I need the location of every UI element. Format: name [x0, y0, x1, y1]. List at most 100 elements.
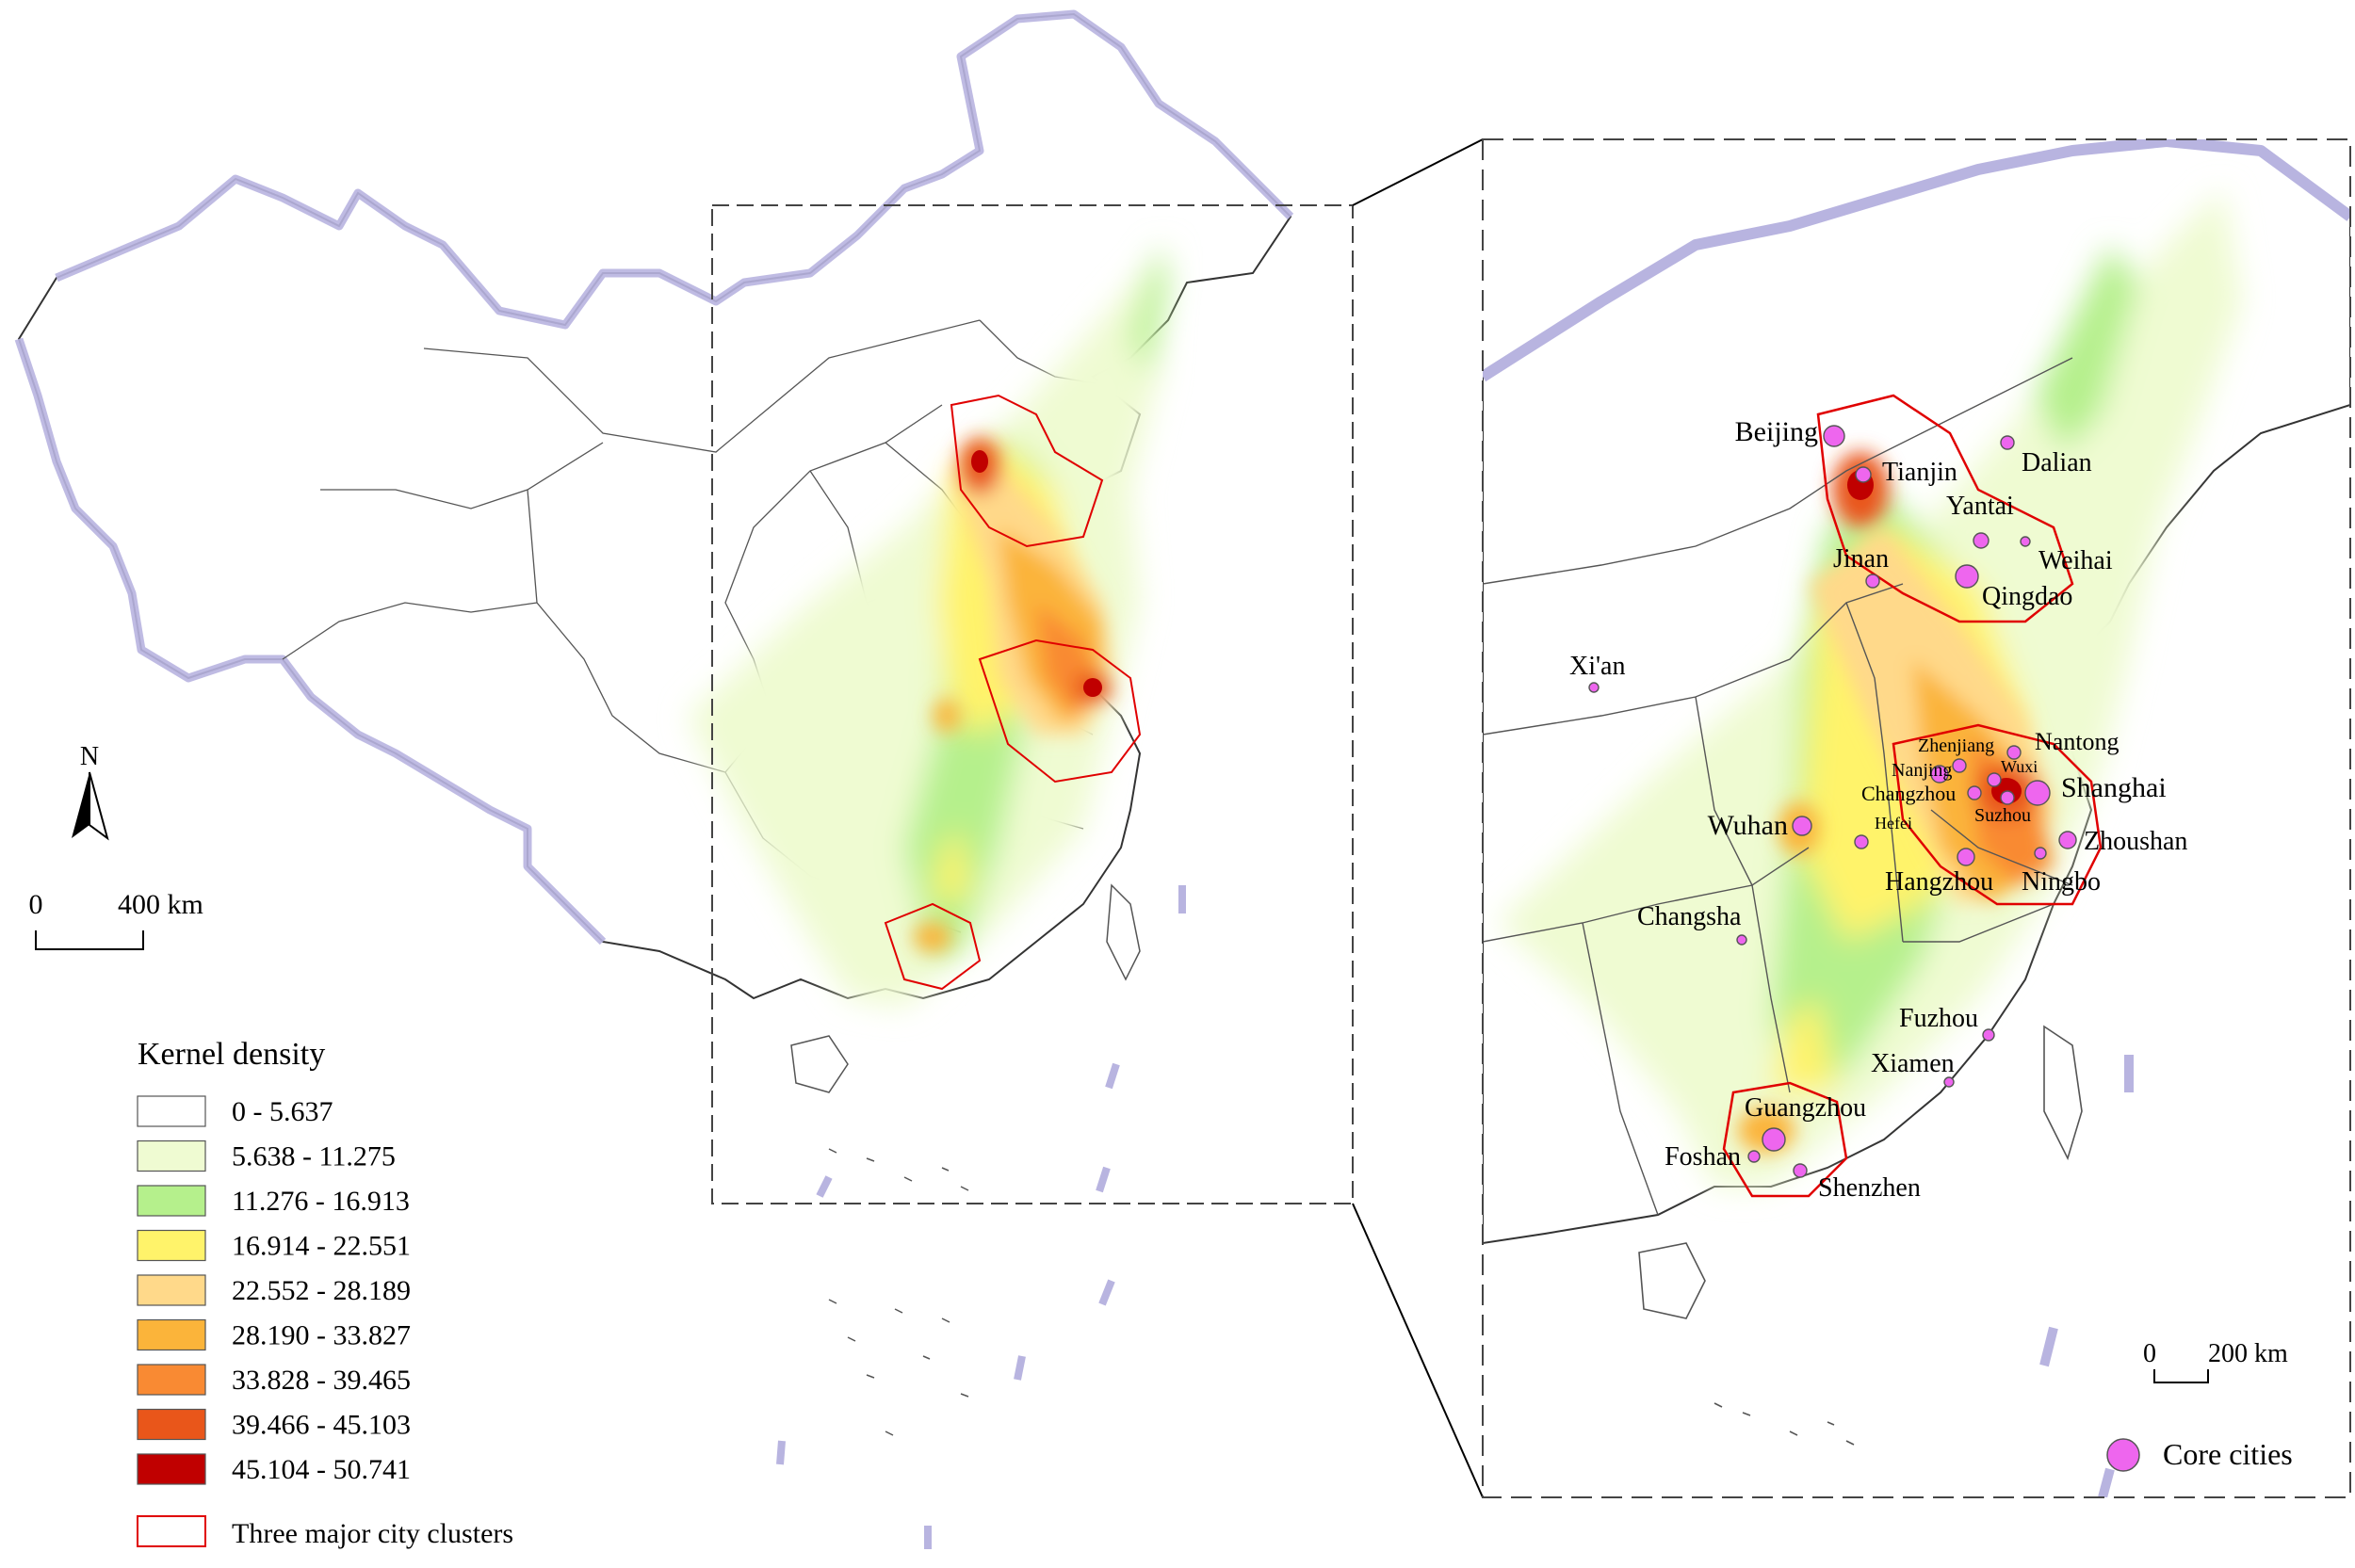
inset-map	[1483, 139, 2350, 1497]
legend-class-label: 39.466 - 45.103	[232, 1410, 411, 1441]
density-band-class4-south	[933, 829, 970, 904]
border-highlight	[55, 9, 1294, 330]
city-marker-foshan	[1747, 1150, 1761, 1163]
legend-swatch	[137, 1453, 206, 1485]
connector-top	[1352, 138, 1484, 206]
legend-title: Kernel density	[138, 1037, 325, 1072]
north-arrow-icon	[72, 772, 89, 838]
main-map	[14, 9, 1294, 1549]
city-label-wuxi: Wuxi	[2001, 757, 2038, 776]
inset-scale-bar: 0 200 km	[2143, 1339, 2288, 1383]
city-label-xian: Xi'an	[1569, 652, 1625, 681]
city-marker-changsha	[1736, 934, 1747, 946]
city-label-nanjing: Nanjing	[1892, 760, 1952, 781]
city-label-foshan: Foshan	[1665, 1142, 1741, 1172]
inset-scale-distance: 200 km	[2208, 1339, 2288, 1368]
city-label-hefei: Hefei	[1875, 814, 1912, 832]
city-marker-shanghai	[2024, 780, 2051, 806]
inset-density-class4-south	[1771, 998, 1837, 1092]
north-arrow: N	[72, 742, 109, 841]
legend-swatch	[137, 1140, 206, 1172]
city-marker-weihai	[2020, 536, 2031, 547]
city-marker-zhenjiang	[1952, 758, 1967, 773]
city-label-hangzhou: Hangzhou	[1885, 867, 1993, 897]
islands	[790, 883, 1141, 1436]
city-label-shenzhen: Shenzhen	[1818, 1173, 1921, 1203]
legend-swatch	[137, 1095, 206, 1127]
inset-province-borders	[1483, 357, 2073, 1216]
legend-class-label: 0 - 5.637	[232, 1096, 333, 1127]
city-label-changsha: Changsha	[1637, 902, 1742, 931]
city-label-shanghai: Shanghai	[2061, 772, 2167, 803]
city-label-suzhou: Suzhou	[1974, 805, 2031, 826]
inset-south-sea-dashes	[2039, 1055, 2134, 1497]
core-cities-legend-symbol	[2106, 1438, 2140, 1472]
legend-class-label: 22.552 - 28.189	[232, 1275, 411, 1306]
city-label-weihai: Weihai	[2038, 546, 2113, 575]
city-marker-yantai	[1973, 532, 1990, 549]
city-label-xiamen: Xiamen	[1871, 1049, 1955, 1078]
city-marker-jinan	[1865, 574, 1880, 589]
city-marker-hefei	[1854, 834, 1869, 849]
city-marker-guangzhou	[1762, 1127, 1786, 1152]
legend-class-label: 5.638 - 11.275	[232, 1141, 396, 1172]
city-marker-xian	[1588, 682, 1600, 693]
density-surface	[688, 245, 1168, 1008]
density-peak-beijing	[971, 450, 988, 473]
legend-swatch	[137, 1185, 206, 1217]
density-band-class6-wuhan	[934, 699, 960, 733]
density-peak-shanghai	[1083, 678, 1102, 697]
city-marker-changzhou	[1967, 785, 1982, 800]
city-marker-fuzhou	[1982, 1028, 1995, 1042]
inset-extent-box	[711, 204, 1354, 1204]
legend-class-label: 11.276 - 16.913	[232, 1186, 410, 1217]
city-marker-nantong	[2006, 745, 2022, 760]
core-cities-legend-label: Core cities	[2163, 1437, 2293, 1471]
city-marker-shenzhen	[1793, 1163, 1808, 1178]
city-marker-tianjin	[1855, 466, 1872, 483]
city-marker-ningbo	[2034, 847, 2047, 860]
legend-class-label: 45.104 - 50.741	[232, 1454, 411, 1485]
legend-swatch	[137, 1274, 206, 1306]
south-sea-dashes	[776, 885, 1186, 1549]
city-label-zhoushan: Zhoushan	[2084, 827, 2187, 856]
density-band-class6-guangzhou	[914, 922, 951, 952]
inset-density-surface	[1498, 188, 2242, 1187]
kernel-density-legend: Kernel density 0 - 5.637 5.638 - 11.275 11…	[137, 1037, 513, 1549]
city-marker-beijing	[1823, 425, 1845, 447]
inset-scale-zero: 0	[2143, 1339, 2156, 1368]
city-marker-nanjing	[1930, 765, 1949, 784]
city-clusters-inset	[1722, 394, 2103, 1198]
density-band-class2	[688, 245, 1168, 1008]
city-label-qingdao: Qingdao	[1982, 582, 2072, 611]
main-scale-bar: 0 400 km	[29, 889, 203, 950]
city-marker-wuhan	[1792, 816, 1812, 836]
main-scale-distance: 400 km	[118, 889, 203, 920]
legend-class-label: 28.190 - 33.827	[232, 1320, 411, 1351]
city-marker-wuxi	[1987, 772, 2002, 787]
legend-cluster-label: Three major city clusters	[232, 1518, 513, 1549]
main-scale-zero: 0	[29, 889, 43, 920]
city-label-beijing: Beijing	[1735, 416, 1818, 447]
inset-frame	[1482, 138, 2351, 1498]
city-label-guangzhou: Guangzhou	[1745, 1093, 1866, 1123]
core-city-markers	[1588, 425, 2077, 1178]
city-marker-qingdao	[1955, 564, 1979, 589]
city-marker-dalian	[2000, 435, 2015, 450]
legend-class-label: 33.828 - 39.465	[232, 1365, 411, 1396]
city-marker-xiamen	[1943, 1076, 1955, 1088]
city-label-tianjin: Tianjin	[1882, 458, 1957, 487]
north-arrow-letter: N	[80, 742, 99, 771]
connector-bottom	[1352, 1203, 1484, 1498]
legend-swatch	[137, 1408, 206, 1441]
legend-swatch	[137, 1364, 206, 1396]
legend-class-label: 16.914 - 22.551	[232, 1231, 411, 1262]
inset-islands	[1638, 1025, 2083, 1446]
city-label-wuhan: Wuhan	[1708, 810, 1788, 841]
inset-border-highlight	[1483, 139, 2350, 382]
city-label-ningbo: Ningbo	[2022, 867, 2101, 897]
city-label-changzhou: Changzhou	[1861, 782, 1956, 805]
city-label-yantai: Yantai	[1946, 492, 2014, 521]
legend-swatch	[137, 1318, 206, 1351]
